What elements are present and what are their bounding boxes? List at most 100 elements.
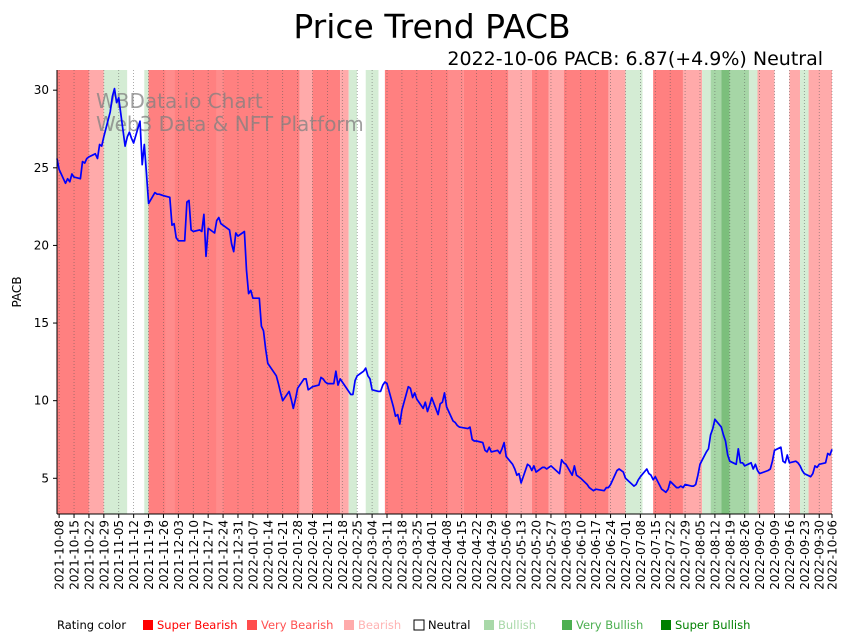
x-tick-label: 2022-04-08 [440, 520, 454, 590]
rating-band [127, 70, 134, 514]
x-tick-label: 2022-10-06 [826, 520, 840, 590]
rating-band [57, 70, 89, 514]
x-tick-label: 2022-01-28 [291, 520, 305, 590]
x-tick-label: 2022-03-11 [381, 520, 395, 590]
rating-band [808, 70, 832, 514]
y-tick-label: 15 [34, 316, 49, 330]
rating-band [531, 70, 549, 514]
x-tick-label: 2022-08-12 [708, 520, 722, 590]
y-tick-label: 25 [34, 161, 49, 175]
x-tick-label: 2022-02-04 [306, 520, 320, 590]
x-tick-label: 2022-03-04 [366, 520, 380, 590]
x-tick-label: 2022-07-08 [634, 520, 648, 590]
legend-item-label: Super Bearish [157, 618, 238, 632]
rating-band [702, 70, 711, 514]
x-tick-label: 2022-04-29 [485, 520, 499, 590]
legend-item-label: Very Bearish [261, 618, 333, 632]
rating-band [448, 70, 464, 514]
x-tick-label: 2022-03-25 [410, 520, 424, 590]
x-tick-label: 2022-05-06 [500, 520, 514, 590]
rating-band [165, 70, 175, 514]
rating-band [378, 70, 385, 514]
rating-band [548, 70, 564, 514]
x-tick-label: 2022-06-17 [589, 520, 603, 590]
x-tick-label: 2022-08-05 [693, 520, 707, 590]
rating-band [463, 70, 509, 514]
rating-band [148, 70, 166, 514]
rating-band [563, 70, 609, 514]
rating-band [625, 70, 643, 514]
x-tick-label: 2022-04-01 [425, 520, 439, 590]
rating-band [508, 70, 532, 514]
price-series [56, 87, 833, 494]
x-tick-label: 2022-09-02 [753, 520, 767, 590]
rating-legend: Rating color Super Bearish Very Bearish Bea… [57, 618, 750, 632]
legend-item-label: Very Bullish [576, 618, 643, 632]
legend-swatch [247, 620, 257, 630]
x-tick-label: 2021-12-17 [202, 520, 216, 590]
x-tick-label: 2021-11-05 [112, 520, 126, 590]
y-tick-label: 30 [34, 83, 49, 97]
rating-band [642, 70, 654, 514]
rating-band [608, 70, 626, 514]
x-tick-label: 2021-12-10 [187, 520, 201, 590]
x-tick-label: 2022-01-21 [276, 520, 290, 590]
date-gridlines [58, 70, 833, 514]
price-line [56, 87, 833, 494]
y-axis-label: PACB [10, 276, 24, 307]
x-tick-label: 2022-06-10 [574, 520, 588, 590]
rating-band [88, 70, 104, 514]
rating-bands [57, 70, 832, 514]
rating-band [748, 70, 758, 514]
legend-item-label: Bullish [498, 618, 536, 632]
x-tick-label: 2022-08-19 [723, 520, 737, 590]
legend-swatch [344, 620, 354, 630]
x-tick-label: 2022-07-01 [619, 520, 633, 590]
rating-band [348, 70, 358, 514]
x-tick-label: 2022-07-22 [664, 520, 678, 590]
x-tick-label: 2022-03-18 [395, 520, 409, 590]
rating-band [223, 70, 300, 514]
rating-band [729, 70, 749, 514]
legend-swatch [484, 620, 494, 630]
x-tick-label: 2022-06-03 [559, 520, 573, 590]
rating-band [789, 70, 801, 514]
rating-band [299, 70, 313, 514]
y-tick-label: 5 [41, 471, 49, 485]
x-tick-label: 2022-01-14 [261, 520, 275, 590]
x-tick-label: 2022-04-22 [470, 520, 484, 590]
x-tick-label: 2022-09-16 [783, 520, 797, 590]
legend-swatch [143, 620, 153, 630]
x-tick-label: 2022-02-25 [351, 520, 365, 590]
chart-title: Price Trend PACB [293, 7, 570, 46]
watermark: WBData.io Chart Web3 Data & NFT Platform [96, 89, 364, 136]
chart-subtitle: 2022-10-06 PACB: 6.87(+4.9%) Neutral [447, 48, 823, 70]
rating-band [721, 70, 730, 514]
x-tick-label: 2021-12-31 [231, 520, 245, 590]
rating-band [653, 70, 683, 514]
legend-item-label: Bearish [358, 618, 401, 632]
legend-item-label: Super Bullish [675, 618, 750, 632]
x-tick-label: 2022-09-09 [768, 520, 782, 590]
rating-band [340, 70, 349, 514]
rating-band [357, 70, 366, 514]
rating-band [757, 70, 775, 514]
x-tick-label: 2022-05-20 [530, 520, 544, 590]
x-tick-label: 2022-09-23 [798, 520, 812, 590]
x-tick-label: 2021-10-22 [82, 520, 96, 590]
x-tick-label: 2021-11-26 [157, 520, 171, 590]
x-tick-label: 2022-05-13 [515, 520, 529, 590]
x-tick-label: 2021-11-19 [142, 520, 156, 590]
x-tick-label: 2022-09-30 [813, 520, 827, 590]
rating-band [174, 70, 217, 514]
y-tick-label: 10 [34, 394, 49, 408]
rating-band [710, 70, 722, 514]
y-tick-label: 20 [34, 238, 49, 252]
x-tick-label: 2021-11-12 [127, 520, 141, 590]
rating-band [144, 70, 149, 514]
x-tick-label: 2022-01-07 [246, 520, 260, 590]
x-tick-label: 2021-12-24 [217, 520, 231, 590]
x-tick-label: 2022-07-29 [679, 520, 693, 590]
